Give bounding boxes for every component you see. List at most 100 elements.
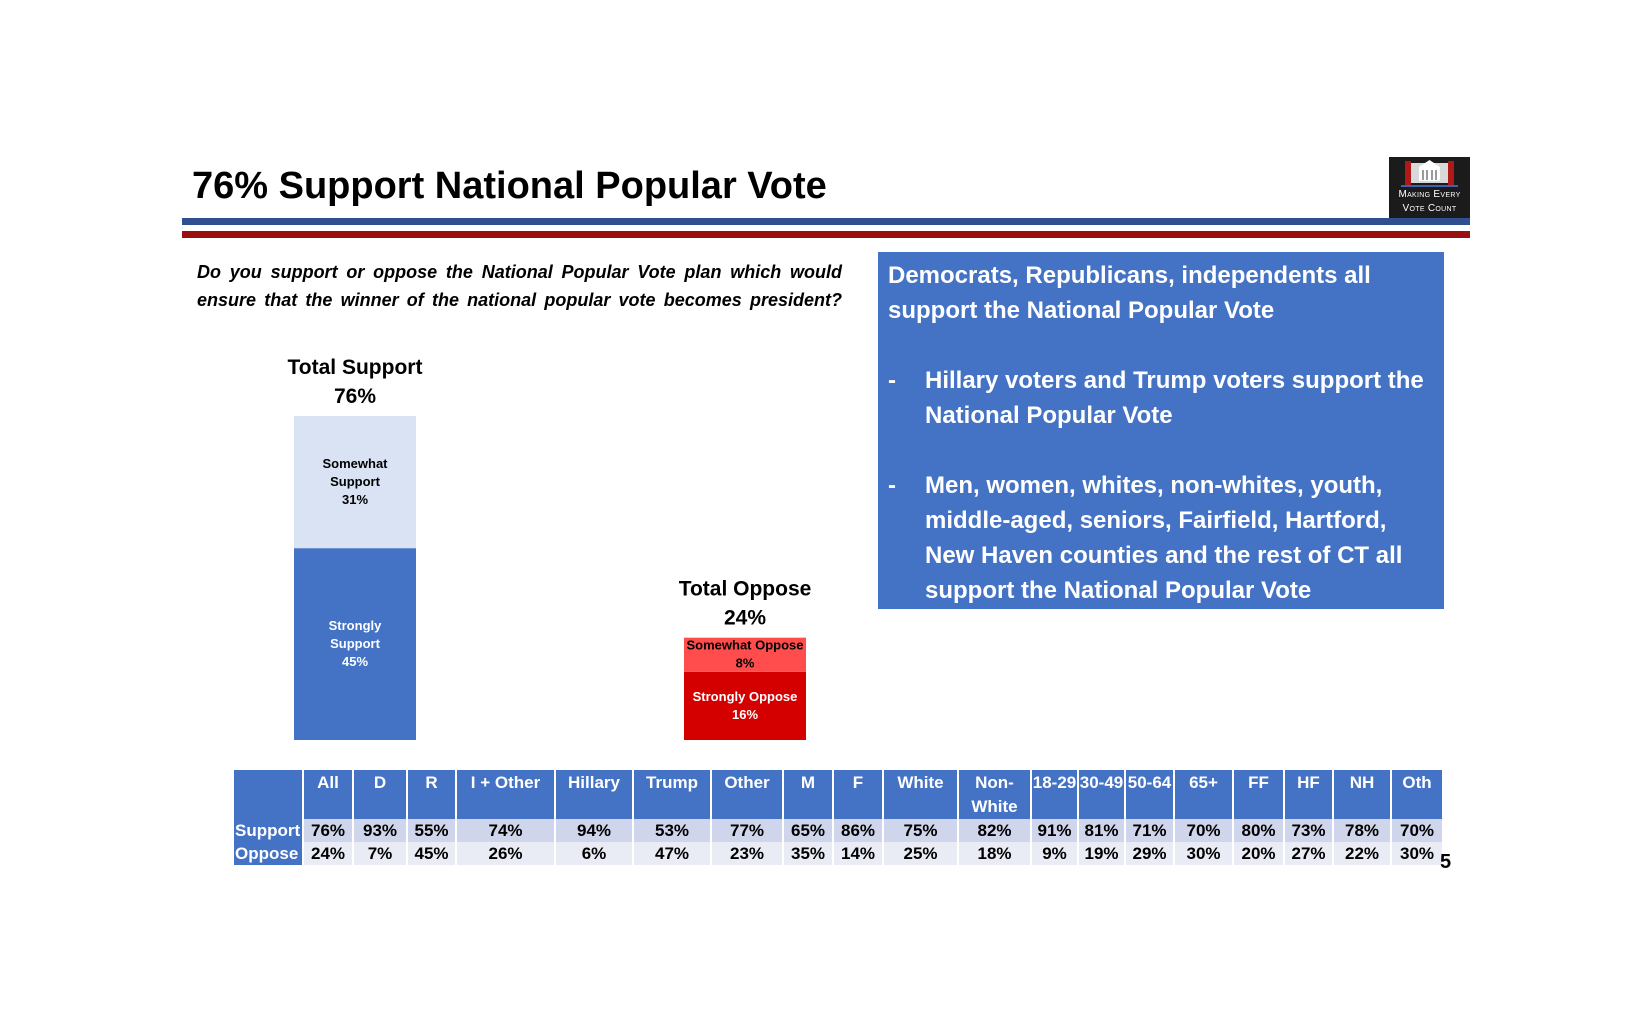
crosstab-cell: 55%	[408, 819, 455, 842]
crosstab-cell: 78%	[1334, 819, 1390, 842]
page-number: 5	[1440, 851, 1452, 873]
crosstab-column-header: HF	[1285, 770, 1332, 819]
callout-headline: Democrats, Republicans, independents all…	[888, 262, 1371, 324]
crosstab-column-header: 18-29	[1032, 770, 1077, 819]
crosstab-column-header: D	[354, 770, 406, 819]
slide-title: 76% Support National Popular Vote	[192, 165, 827, 207]
crosstab-table: All D R I + Other Hillary Trump Other M F White No…	[232, 770, 1444, 865]
crosstab-cell: 93%	[354, 819, 406, 842]
logo-text-line1: Making Every	[1398, 189, 1461, 200]
crosstab-cell: 30%	[1392, 842, 1442, 865]
crosstab-cell: 80%	[1234, 819, 1283, 842]
crosstab-row-label: Support	[234, 819, 302, 842]
support-oppose-stacked-bar-chart: Strongly Support 45% Somewhat Support 31% Stro…	[288, 356, 812, 740]
white-house-icon	[1401, 160, 1458, 187]
crosstab-cell: 29%	[1126, 842, 1173, 865]
logo-text-line2: Vote Count	[1402, 203, 1457, 214]
crosstab-cell: 81%	[1079, 819, 1124, 842]
crosstab-cell: 91%	[1032, 819, 1077, 842]
bar-segment	[294, 416, 416, 549]
bar-segment-label: 16%	[732, 707, 758, 722]
crosstab-cell: 23%	[712, 842, 782, 865]
crosstab-row: Support 76% 93% 55% 74% 94% 53% 77% 65% 86% 75% 82%…	[234, 819, 1442, 842]
bar-segment-label: Somewhat Oppose	[686, 638, 803, 653]
bar-segment	[294, 548, 416, 740]
survey-question: Do you support or oppose the National Po…	[197, 262, 842, 310]
crosstab-cell: 14%	[834, 842, 882, 865]
crosstab-cell: 65%	[784, 819, 832, 842]
crosstab-column-header: R	[408, 770, 455, 819]
crosstab-cell: 73%	[1285, 819, 1332, 842]
bar-segment-label: 8%	[736, 656, 755, 671]
crosstab-corner-cell	[234, 770, 302, 819]
bar-total-value: 24%	[724, 607, 766, 630]
crosstab-cell: 45%	[408, 842, 455, 865]
header-rule-blue	[182, 218, 1470, 225]
crosstab-cell: 75%	[884, 819, 957, 842]
crosstab-cell: 20%	[1234, 842, 1283, 865]
crosstab-row: Oppose 24% 7% 45% 26% 6% 47% 23% 35% 14% 25% 18% 9% 1…	[234, 842, 1442, 865]
crosstab-cell: 18%	[959, 842, 1030, 865]
crosstab-cell: 47%	[634, 842, 710, 865]
crosstab-cell: 19%	[1079, 842, 1124, 865]
making-every-vote-count-logo: Making Every Vote Count	[1389, 157, 1470, 218]
bar-segment-label: Strongly Oppose	[693, 689, 798, 704]
crosstab-column-header: 65+	[1175, 770, 1232, 819]
header-rule-red	[182, 231, 1470, 238]
crosstab-column-header: Other	[712, 770, 782, 819]
crosstab-cell: 35%	[784, 842, 832, 865]
crosstab-cell: 70%	[1392, 819, 1442, 842]
bar-segment-label: 31%	[342, 492, 368, 507]
bar-segment-label: 45%	[342, 654, 368, 669]
crosstab-cell: 6%	[556, 842, 632, 865]
crosstab-cell: 71%	[1126, 819, 1173, 842]
crosstab-column-header: Trump	[634, 770, 710, 819]
crosstab-column-header: White	[884, 770, 957, 819]
bullet-dash: -	[888, 472, 896, 499]
bar-segment	[684, 671, 806, 740]
bar-segment	[684, 637, 806, 672]
bar-segment-label: Support	[330, 636, 380, 651]
crosstab-column-header: I + Other	[457, 770, 554, 819]
crosstab-cell: 24%	[304, 842, 352, 865]
crosstab-cell: 30%	[1175, 842, 1232, 865]
bullet-text: Men, women, whites, non-whites, youth, m…	[925, 472, 1403, 604]
crosstab-column-header: Non-White	[959, 770, 1030, 819]
crosstab-column-header: Oth	[1392, 770, 1442, 819]
crosstab-cell: 7%	[354, 842, 406, 865]
bar-segment-label: Strongly	[329, 618, 382, 633]
callout-bullet-candidates: - Hillary voters and Trump voters suppor…	[888, 363, 1434, 433]
crosstab-cell: 53%	[634, 819, 710, 842]
bar-segment-label: Somewhat	[322, 456, 388, 471]
bullet-dash: -	[888, 367, 896, 394]
crosstab-column-header: 30-49	[1079, 770, 1124, 819]
key-findings-callout: Democrats, Republicans, independents all…	[878, 252, 1444, 609]
bar-total-label: Total Support	[288, 356, 423, 379]
crosstab-cell: 82%	[959, 819, 1030, 842]
crosstab-column-header: Hillary	[556, 770, 632, 819]
crosstab-row-label: Oppose	[234, 842, 302, 865]
bar-total-label: Total Oppose	[679, 578, 812, 601]
crosstab-column-header: FF	[1234, 770, 1283, 819]
bullet-text: Hillary voters and Trump voters support …	[925, 367, 1424, 429]
bar-segment-label: Support	[330, 474, 380, 489]
crosstab-column-header: NH	[1334, 770, 1390, 819]
crosstab-cell: 70%	[1175, 819, 1232, 842]
crosstab-cell: 76%	[304, 819, 352, 842]
callout-bullet-demographics: - Men, women, whites, non-whites, youth,…	[888, 468, 1434, 608]
crosstab-cell: 25%	[884, 842, 957, 865]
crosstab-cell: 27%	[1285, 842, 1332, 865]
crosstab-cell: 94%	[556, 819, 632, 842]
crosstab-column-header: All	[304, 770, 352, 819]
crosstab-column-header: 50-64	[1126, 770, 1173, 819]
crosstab-cell: 86%	[834, 819, 882, 842]
crosstab-column-header: M	[784, 770, 832, 819]
crosstab-header-row: All D R I + Other Hillary Trump Other M F White No…	[234, 770, 1442, 819]
bar-total-value: 76%	[334, 385, 376, 408]
crosstab-cell: 22%	[1334, 842, 1390, 865]
crosstab-cell: 9%	[1032, 842, 1077, 865]
crosstab-cell: 26%	[457, 842, 554, 865]
crosstab-cell: 77%	[712, 819, 782, 842]
crosstab-cell: 74%	[457, 819, 554, 842]
crosstab-column-header: F	[834, 770, 882, 819]
